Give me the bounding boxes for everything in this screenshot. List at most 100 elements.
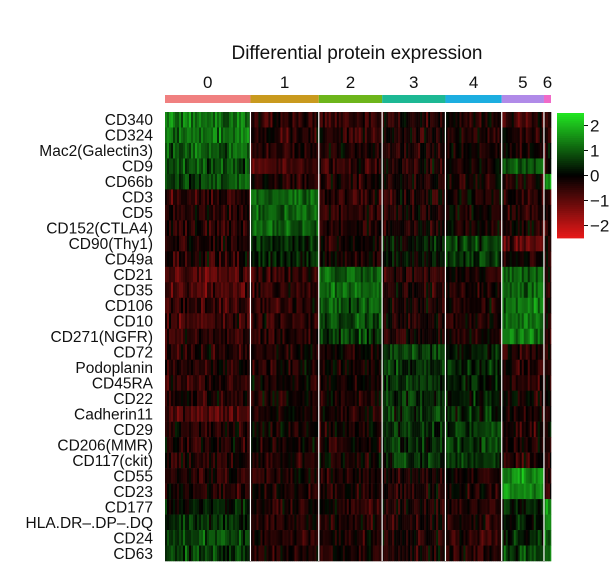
- heatmap-cell: [491, 220, 494, 237]
- heatmap-cell: [247, 204, 250, 221]
- heatmap-cell: [225, 328, 228, 345]
- heatmap-cell: [356, 313, 360, 330]
- heatmap-cell: [473, 313, 476, 330]
- heatmap-cell: [428, 158, 431, 175]
- heatmap-cell: [304, 220, 307, 237]
- heatmap-cell: [195, 468, 198, 484]
- heatmap-cell: [280, 266, 283, 283]
- heatmap-cell: [547, 158, 551, 175]
- heatmap-cell: [505, 251, 509, 268]
- heatmap-cell: [434, 282, 437, 299]
- heatmap-cell: [547, 173, 551, 190]
- heatmap-cell: [374, 142, 378, 159]
- heatmap-cell: [169, 499, 172, 515]
- heatmap-cell: [376, 313, 380, 330]
- heatmap-cell: [517, 344, 521, 361]
- heatmap-cell: [493, 251, 496, 268]
- heatmap-cell: [388, 189, 391, 206]
- heatmap-cell: [207, 282, 210, 299]
- heatmap-cell: [348, 282, 352, 299]
- heatmap-cell: [312, 313, 315, 330]
- heatmap-cell: [531, 452, 535, 469]
- heatmap-cell: [410, 328, 413, 345]
- heatmap-cell: [442, 220, 445, 237]
- heatmap-cell: [473, 421, 476, 438]
- heatmap-cell: [521, 313, 525, 330]
- heatmap-cell: [451, 297, 454, 314]
- heatmap-cell: [499, 452, 502, 469]
- heatmap-cell: [298, 266, 301, 283]
- heatmap-cell: [241, 421, 244, 438]
- heatmap-cell: [426, 328, 429, 345]
- heatmap-cell: [517, 375, 521, 391]
- heatmap-cell: [177, 173, 180, 190]
- heatmap-cell: [205, 173, 208, 190]
- heatmap-cell: [394, 173, 397, 190]
- heatmap-cell: [525, 235, 529, 252]
- heatmap-cell: [330, 313, 334, 330]
- heatmap-cell: [525, 452, 529, 469]
- heatmap-cell: [503, 468, 507, 484]
- heatmap-cell: [352, 437, 356, 453]
- heatmap-cell: [366, 142, 370, 159]
- heatmap-cell: [175, 158, 178, 175]
- heatmap-cell: [233, 220, 236, 237]
- heatmap-cell: [185, 251, 188, 268]
- heatmap-cell: [529, 282, 533, 299]
- heatmap-cell: [342, 483, 346, 500]
- heatmap-cell: [358, 313, 362, 330]
- heatmap-cell: [451, 235, 454, 252]
- heatmap-cell: [235, 158, 238, 175]
- heatmap-cell: [300, 173, 303, 190]
- heatmap-cell: [252, 142, 255, 159]
- heatmap-cell: [354, 375, 358, 391]
- heatmap-cell: [412, 251, 415, 268]
- heatmap-cell: [521, 437, 525, 453]
- heatmap-cell: [457, 112, 460, 128]
- heatmap-cell: [292, 158, 295, 175]
- heatmap-cell: [187, 189, 190, 206]
- heatmap-cell: [215, 437, 218, 453]
- heatmap-cell: [314, 112, 317, 128]
- heatmap-cell: [481, 127, 484, 144]
- heatmap-cell: [209, 406, 212, 422]
- heatmap-cell: [282, 112, 285, 128]
- heatmap-cell: [428, 359, 431, 376]
- heatmap-cell: [438, 452, 441, 469]
- heatmap-cell: [455, 220, 458, 237]
- heatmap-cell: [225, 189, 228, 206]
- heatmap-cell: [177, 421, 180, 438]
- heatmap-cell: [177, 204, 180, 221]
- heatmap-cell: [201, 344, 204, 361]
- heatmap-cell: [541, 344, 545, 361]
- heatmap-cell: [171, 204, 174, 221]
- heatmap-cell: [258, 266, 261, 283]
- heatmap-cell: [239, 204, 242, 221]
- heatmap-cell: [390, 328, 393, 345]
- heatmap-cell: [223, 282, 226, 299]
- heatmap-cell: [398, 235, 401, 252]
- heatmap-cell: [424, 127, 427, 144]
- heatmap-cell: [430, 328, 433, 345]
- heatmap-cell: [320, 437, 324, 453]
- heatmap-cell: [328, 189, 332, 206]
- heatmap-cell: [274, 344, 277, 361]
- heatmap-cell: [336, 173, 340, 190]
- heatmap-cell: [348, 235, 352, 252]
- heatmap-cell: [449, 359, 452, 376]
- heatmap-cell: [541, 158, 545, 175]
- heatmap-cell: [247, 282, 250, 299]
- heatmap-cell: [360, 406, 364, 422]
- heatmap-cell: [531, 437, 535, 453]
- heatmap-cell: [414, 204, 417, 221]
- heatmap-cell: [282, 468, 285, 484]
- heatmap-cell: [469, 282, 472, 299]
- heatmap-cell: [342, 359, 346, 376]
- heatmap-cell: [284, 235, 287, 252]
- heatmap-cell: [384, 158, 387, 175]
- heatmap-cell: [376, 220, 380, 237]
- heatmap-cell: [412, 282, 415, 299]
- heatmap-cell: [209, 282, 212, 299]
- heatmap-cell: [235, 375, 238, 391]
- heatmap-cell: [414, 406, 417, 422]
